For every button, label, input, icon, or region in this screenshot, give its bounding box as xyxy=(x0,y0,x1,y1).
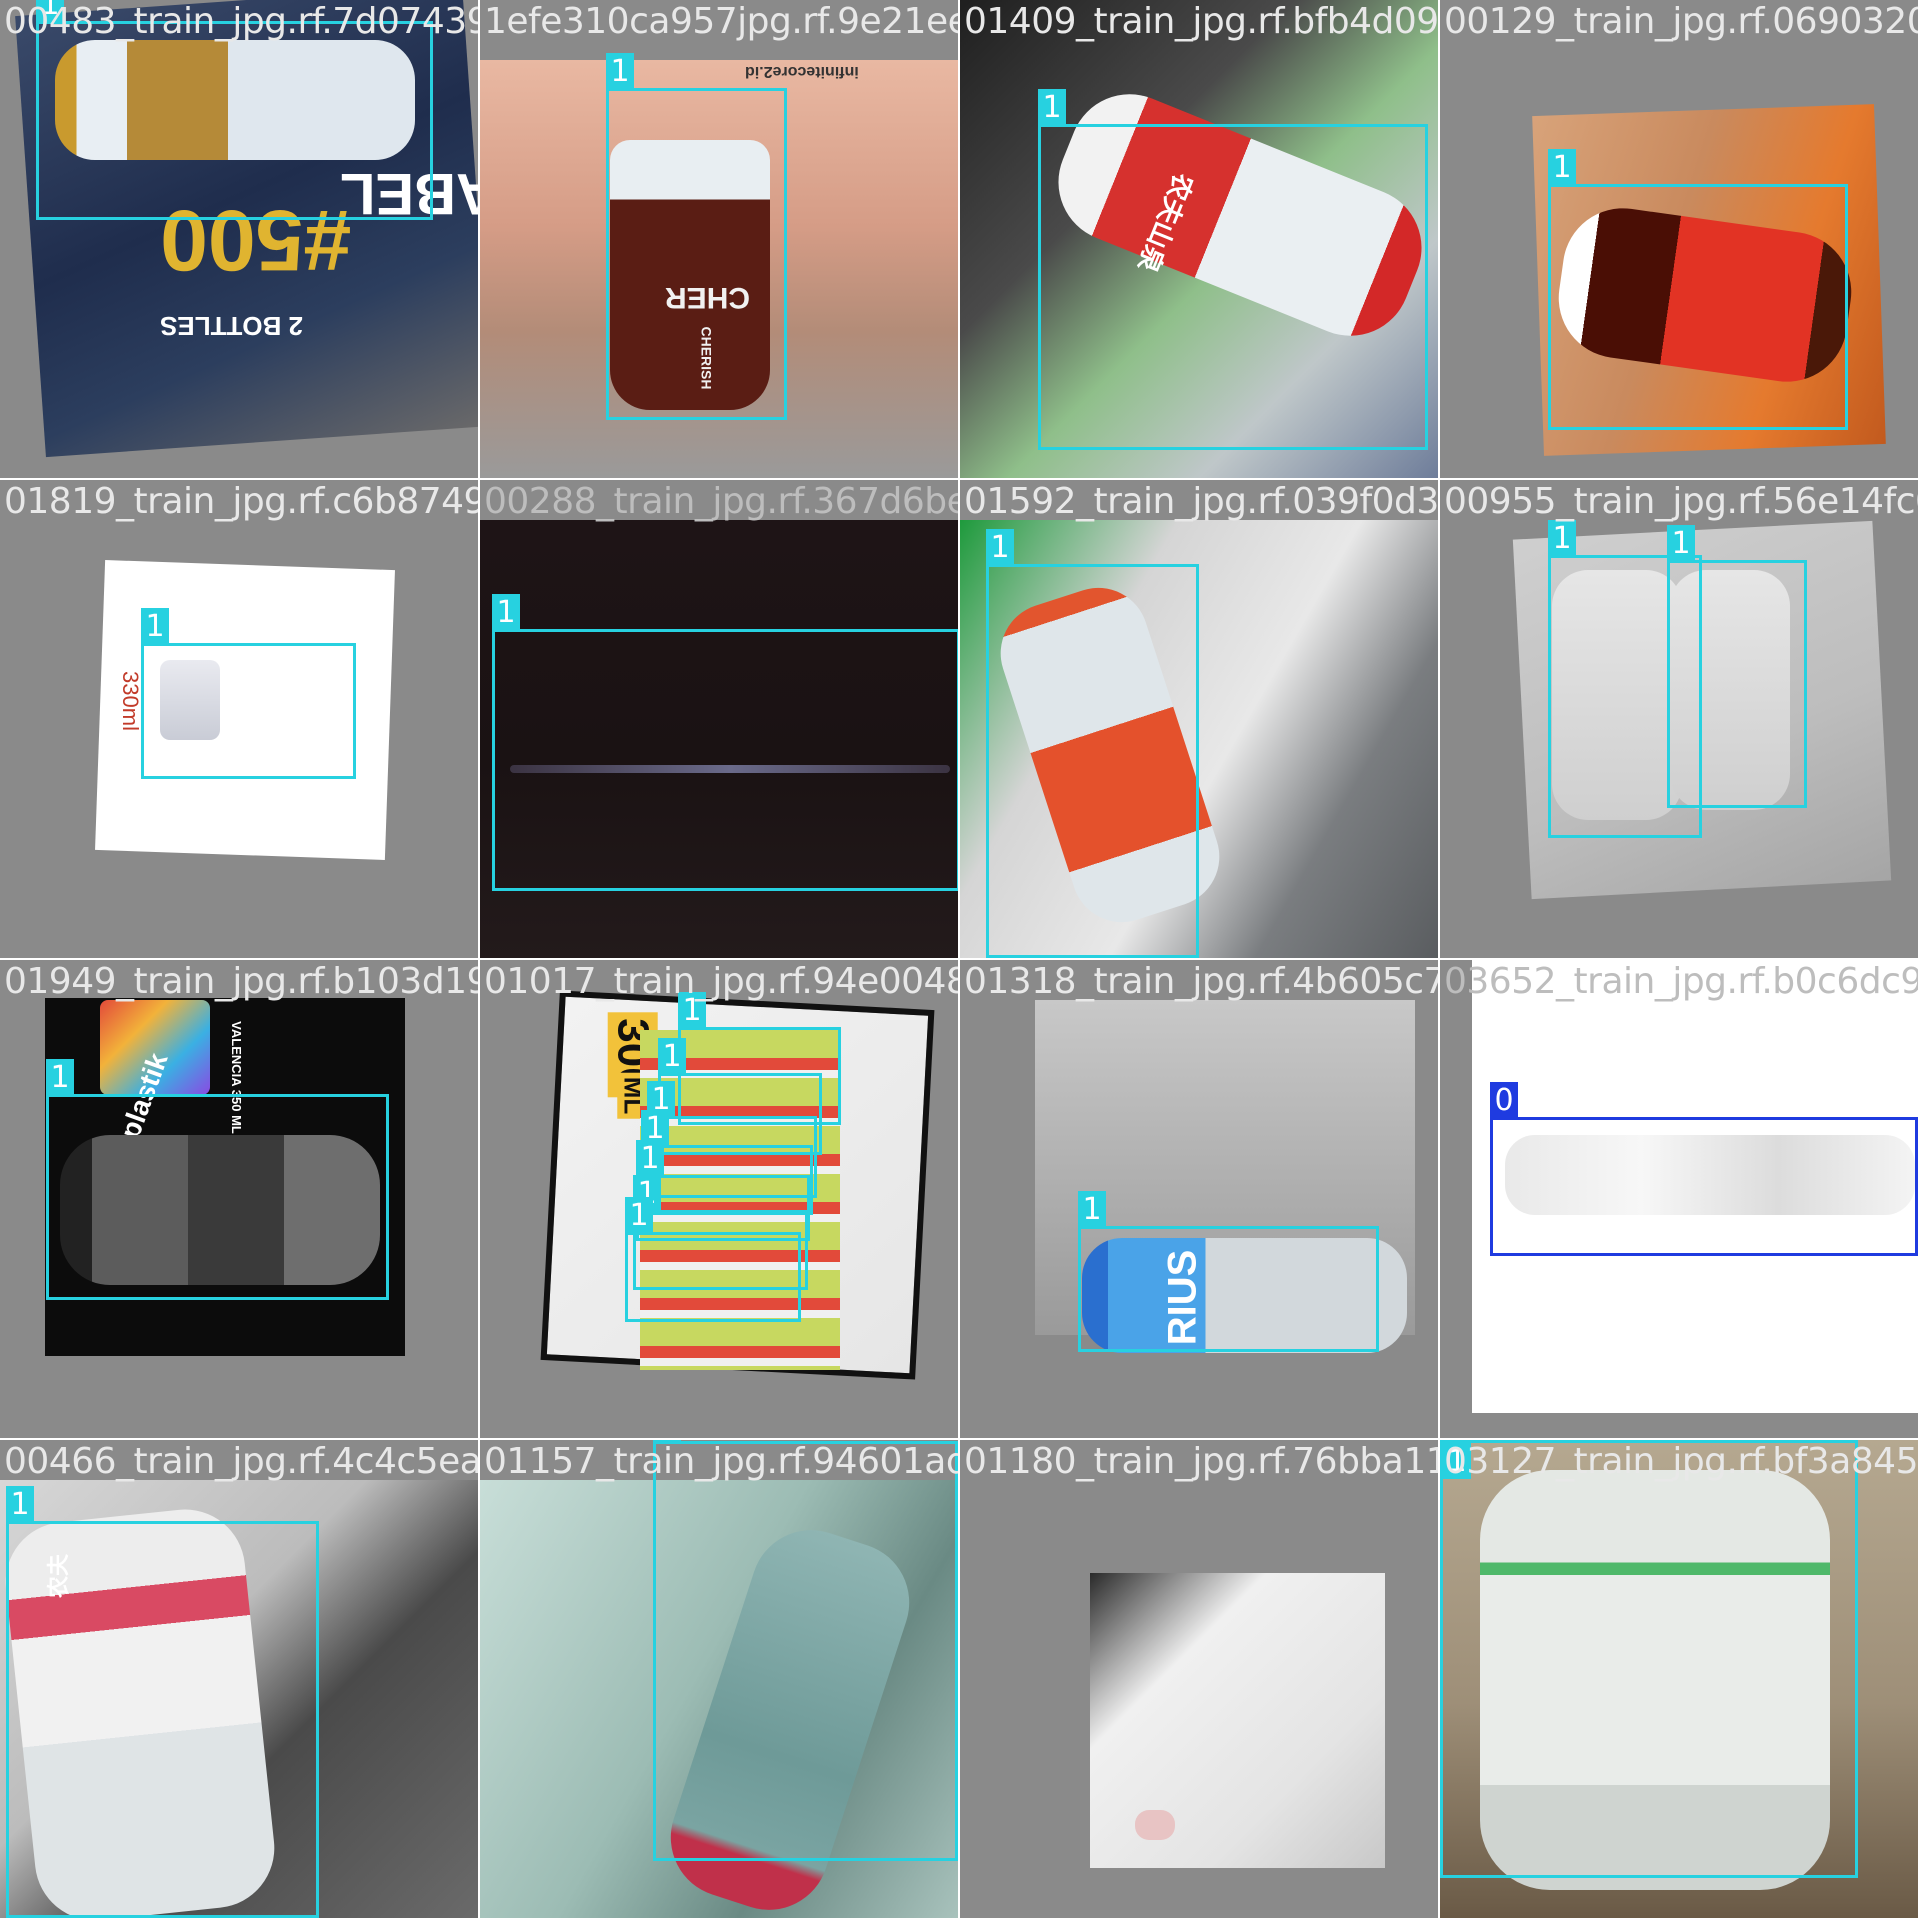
detection-box: 1 xyxy=(492,629,958,891)
detection-box: 1 xyxy=(46,1094,389,1300)
class-label: 1 xyxy=(625,1197,653,1233)
detection-box: 1 xyxy=(1548,184,1848,430)
tile-6: 1 00288_train_jpg.rf.367d6bef xyxy=(480,480,958,958)
detection-box: 1 xyxy=(1667,560,1807,808)
detection-box: 1 xyxy=(36,21,433,220)
tile-5: 330ml 1 01819_train_jpg.rf.c6b87497 xyxy=(0,480,478,958)
tile-filename: 00483_train_jpg.rf.7d0743910f8316ce957cd xyxy=(4,2,478,42)
photo-text: 330ml xyxy=(117,671,143,731)
detection-box: 1 xyxy=(141,643,356,779)
class-label: 1 xyxy=(1038,89,1066,125)
class-label: 1 xyxy=(492,594,520,630)
detection-box: 0 xyxy=(1490,1117,1918,1256)
detection-box: 1 xyxy=(1078,1226,1379,1352)
class-label: 1 xyxy=(986,529,1014,565)
tile-filename: 00288_train_jpg.rf.367d6bef xyxy=(484,482,958,522)
tile-16: 1 03127_train_jpg.rf.bf3a8455 xyxy=(1440,1440,1918,1918)
tile-filename: 03127_train_jpg.rf.bf3a8455 xyxy=(1444,1442,1918,1482)
tile-filename: 00129_train_jpg.rf.0690320b xyxy=(1444,2,1918,42)
class-label: 1 xyxy=(46,1059,74,1095)
detection-box: 1 xyxy=(653,1441,958,1861)
tile-filename: 01409_train_jpg.rf.bfb4d094 xyxy=(964,2,1438,42)
class-label: 1 xyxy=(636,1140,664,1176)
tile-11: RIUS 1 01318_train_jpg.rf.4b605c7c xyxy=(960,960,1438,1438)
tile-10: 300 ML 1 1 1 1 1 1 1 01017_train_jpg.rf.… xyxy=(480,960,958,1438)
bottle xyxy=(1135,1810,1175,1840)
tile-14: 1 01157_train_jpg.rf.94601ad7 xyxy=(480,1440,958,1918)
tile-filename: 01949_train_jpg.rf.b103d19e xyxy=(4,962,478,1002)
detection-box: 1 xyxy=(1440,1440,1858,1878)
class-label: 1 xyxy=(141,608,169,644)
class-label: 1 xyxy=(1548,149,1576,185)
photo-text: 2 BOTTLES xyxy=(160,310,303,341)
tile-7: 1 01592_train_jpg.rf.039f0d3b xyxy=(960,480,1438,958)
tile-filename: 00955_train_jpg.rf.56e14fc0 xyxy=(1444,482,1918,522)
tile-filename: 01180_train_jpg.rf.76bba11a xyxy=(964,1442,1438,1482)
tile-15: 01180_train_jpg.rf.76bba11a xyxy=(960,1440,1438,1918)
class-label: 1 xyxy=(1667,525,1695,561)
class-label: 1 xyxy=(1548,520,1576,556)
tile-1: #500 LABEL 2 BOTTLES 1 00483_train_jpg.r… xyxy=(0,0,478,478)
tile-12: 0 03652_train_jpg.rf.b0c6dc92 xyxy=(1440,960,1918,1438)
tile-4: 1 00129_train_jpg.rf.0690320b xyxy=(1440,0,1918,478)
tile-filename: 01318_train_jpg.rf.4b605c7c xyxy=(964,962,1438,1002)
tile-filename: 01819_train_jpg.rf.c6b87497 xyxy=(4,482,478,522)
detection-box: 1 xyxy=(6,1521,319,1918)
class-label: 1 xyxy=(6,1486,34,1522)
tile-filename: 00466_train_jpg.rf.4c4c5ea2 xyxy=(4,1442,478,1482)
tile-9: plastik VALENCIA 350 ML 1 01949_train_jp… xyxy=(0,960,478,1438)
tile-filename: 01017_train_jpg.rf.94e0048e xyxy=(484,962,958,1002)
detection-box: 1 xyxy=(625,1232,801,1322)
tile-2: CHER CHERISH infinitecore2.id 1 1efe310c… xyxy=(480,0,958,478)
class-label: 0 xyxy=(1490,1082,1518,1118)
detection-box: 1 xyxy=(1038,124,1428,450)
tile-filename: 01592_train_jpg.rf.039f0d3b xyxy=(964,482,1438,522)
tile-filename: 03652_train_jpg.rf.b0c6dc92 xyxy=(1444,962,1918,1002)
detection-box: 1 xyxy=(606,88,787,420)
class-label: 1 xyxy=(606,53,634,89)
class-label: 1 xyxy=(1078,1191,1106,1227)
tile-13: 农夫 1 00466_train_jpg.rf.4c4c5ea2 xyxy=(0,1440,478,1918)
tile-8: 1 1 00955_train_jpg.rf.56e14fc0 xyxy=(1440,480,1918,958)
tile-3: 农夫山泉 1 01409_train_jpg.rf.bfb4d094 xyxy=(960,0,1438,478)
tile-filename: 1efe310ca957jpg.rf.9e21ee5b xyxy=(484,2,958,42)
photo-text: infinitecore2.id xyxy=(745,62,859,80)
class-label: 1 xyxy=(658,1038,686,1074)
detection-box: 1 xyxy=(986,564,1199,958)
tile-filename: 01157_train_jpg.rf.94601ad7 xyxy=(484,1442,958,1482)
